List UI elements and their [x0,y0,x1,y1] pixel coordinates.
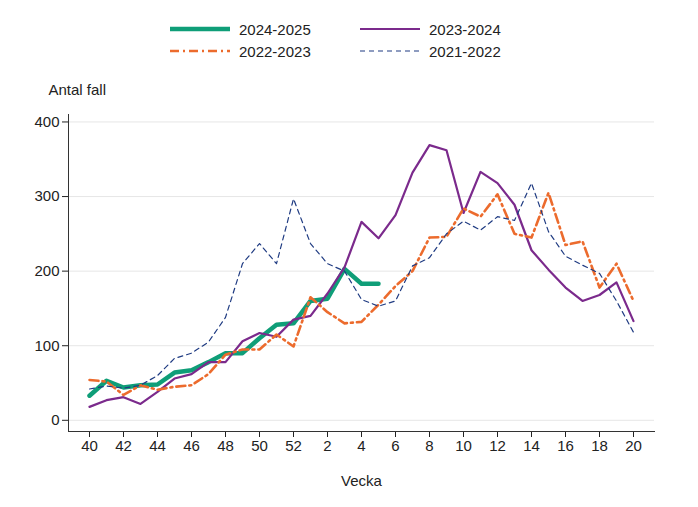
svg-text:44: 44 [149,437,166,454]
svg-text:10: 10 [455,437,472,454]
svg-text:4: 4 [357,437,365,454]
svg-text:42: 42 [115,437,132,454]
svg-text:16: 16 [557,437,574,454]
html-text:2022-2023: 2022-2023 [239,42,311,60]
svg-text:12: 12 [489,437,506,454]
svg-text:20: 20 [625,437,642,454]
svg-text:400: 400 [34,113,59,130]
svg-text:6: 6 [391,437,399,454]
svg-text:200: 200 [34,262,59,279]
svg-text:0: 0 [51,411,59,428]
svg-text:100: 100 [34,337,59,354]
svg-text:18: 18 [591,437,608,454]
svg-text:Vecka: Vecka [341,472,383,489]
html-text:2024-2025: 2024-2025 [239,20,311,38]
svg-text:48: 48 [217,437,234,454]
svg-text:Antal fall: Antal fall [49,81,107,98]
svg-text:8: 8 [425,437,433,454]
svg-text:300: 300 [34,187,59,204]
html-text:2021-2022: 2021-2022 [429,42,501,60]
svg-text:46: 46 [183,437,200,454]
svg-text:14: 14 [523,437,540,454]
svg-text:52: 52 [285,437,302,454]
svg-text:40: 40 [81,437,98,454]
html-text:2023-2024: 2023-2024 [429,20,501,38]
svg-text:50: 50 [251,437,268,454]
svg-text:2: 2 [323,437,331,454]
